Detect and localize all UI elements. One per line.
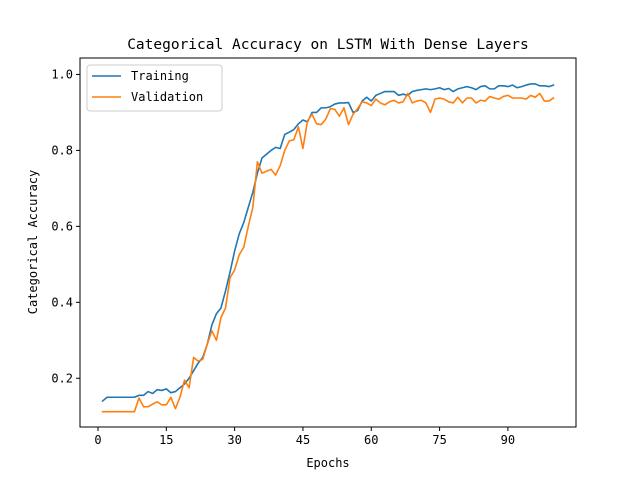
y-tick-label: 0.4 [51,295,73,309]
y-axis-label: Categorical Accuracy [26,170,40,315]
series-layer [101,83,555,413]
y-axis-ticks: 0.2 0.4 0.6 0.8 1.0 [51,67,80,385]
x-tick-label: 45 [296,433,310,447]
y-tick-label: 0.6 [51,219,73,233]
legend: Training Validation [86,64,223,112]
series-line-validation [101,92,555,413]
y-tick-label: 0.2 [51,371,73,385]
plot-frame [79,57,577,428]
x-tick-label: 0 [94,433,101,447]
x-tick-label: 75 [432,433,446,447]
series-line-training [101,83,555,403]
x-tick-label: 15 [159,433,173,447]
legend-label-validation: Validation [131,90,203,104]
x-axis-label: Epochs [306,456,349,470]
y-tick-label: 1.0 [51,67,73,81]
x-tick-label: 60 [364,433,378,447]
x-tick-label: 30 [227,433,241,447]
plot-area [80,58,576,427]
y-tick-label: 0.8 [51,143,73,157]
chart-title: Categorical Accuracy on LSTM With Dense … [127,37,529,53]
legend-label-training: Training [131,69,189,83]
x-axis-ticks: 0 15 30 45 60 75 90 [94,427,515,447]
x-tick-label: 90 [501,433,515,447]
